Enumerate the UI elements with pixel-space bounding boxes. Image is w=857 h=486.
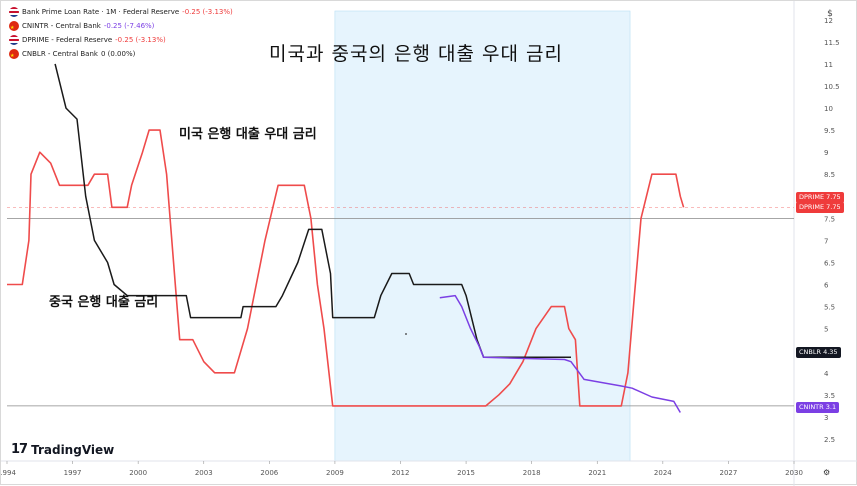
us-flag-icon — [9, 35, 19, 45]
y-tick-label: 7.5 — [824, 215, 835, 223]
legend-change: -0.25 (-7.46%) — [103, 22, 155, 30]
y-tick-label: 11.5 — [824, 39, 840, 47]
price-badge: CNINTR 3.1 — [796, 402, 840, 413]
x-tick-label: 2012 — [392, 469, 410, 477]
price-badge: DPRIME 7.75 — [796, 202, 844, 213]
x-tick-label: 1994 — [1, 469, 16, 477]
y-tick-label: 9 — [824, 149, 828, 157]
x-tick-label: 2015 — [457, 469, 475, 477]
legend-change: -0.25 (-3.13%) — [182, 8, 233, 16]
legend: Bank Prime Loan Rate · 1M · Federal Rese… — [9, 5, 233, 63]
x-tick-label: 2006 — [260, 469, 278, 477]
tradingview-logo: 17 TradingView — [11, 442, 114, 457]
y-tick-label: 2.5 — [824, 436, 835, 444]
currency-scale-button[interactable]: $ — [827, 9, 833, 19]
settings-gear-icon[interactable]: ⚙ — [823, 468, 831, 477]
legend-item[interactable]: DPRIME - Federal Reserve -0.25 (-3.13%) — [9, 33, 233, 47]
brand-name: TradingView — [31, 442, 115, 457]
legend-label: Bank Prime Loan Rate · 1M · Federal Rese… — [22, 8, 180, 16]
x-tick-label: 2018 — [523, 469, 541, 477]
y-tick-label: 10.5 — [824, 83, 840, 91]
x-tick-label: 2030 — [785, 469, 803, 477]
series-line-cnblr — [54, 63, 571, 359]
x-tick-label: 2009 — [326, 469, 344, 477]
price-badge: CNBLR 4.35 — [796, 347, 841, 358]
legend-label: DPRIME - Federal Reserve — [22, 36, 113, 44]
y-tick-label: 5 — [824, 326, 828, 334]
y-tick-label: 3 — [824, 414, 828, 422]
y-tick-label: 4 — [824, 370, 829, 378]
price-badge: DPRIME 7.75 — [796, 192, 844, 203]
china-flag-icon — [9, 49, 19, 63]
y-tick-label: 10 — [824, 105, 833, 113]
us-flag-icon — [9, 7, 19, 17]
x-tick-label: 2027 — [720, 469, 738, 477]
series-line-us — [7, 129, 685, 407]
legend-label: CNBLR - Central Bank — [22, 50, 98, 58]
annotation-us: 미국 은행 대출 우대 금리 — [179, 127, 317, 142]
legend-change: -0.25 (-3.13%) — [115, 36, 166, 44]
legend-change: 0 (0.00%) — [100, 50, 136, 58]
legend-item[interactable]: Bank Prime Loan Rate · 1M · Federal Rese… — [9, 5, 233, 19]
x-tick-label: 2024 — [654, 469, 672, 477]
x-tick-label: 2003 — [195, 469, 213, 477]
x-tick-label: 2021 — [588, 469, 606, 477]
y-tick-label: 6 — [824, 282, 829, 290]
x-tick-label: 2000 — [129, 469, 147, 477]
legend-label: CNINTR - Central Bank — [22, 22, 101, 30]
y-tick-label: 12 — [824, 17, 833, 25]
y-tick-label: 9.5 — [824, 127, 835, 135]
y-tick-label: 11 — [824, 61, 833, 69]
shaded-region — [334, 10, 631, 462]
y-tick-label: 7 — [824, 237, 828, 245]
x-tick-label: 1997 — [64, 469, 82, 477]
chart-title: 미국과 중국의 은행 대출 우대 금리 — [269, 43, 563, 65]
y-tick-label: 3.5 — [824, 392, 835, 400]
series-line-cnintr — [439, 294, 681, 413]
china-flag-icon — [9, 21, 19, 35]
y-tick-label: 6.5 — [824, 259, 835, 267]
annotation-cn: 중국 은행 대출 금리 — [49, 295, 159, 310]
legend-item[interactable]: CNBLR - Central Bank 0 (0.00%) — [9, 47, 233, 63]
tradingview-mark-icon: 17 — [11, 442, 28, 457]
y-tick-label: 5.5 — [824, 304, 835, 312]
y-tick-label: 8.5 — [824, 171, 835, 179]
data-point — [405, 333, 407, 335]
legend-item[interactable]: CNINTR - Central Bank -0.25 (-7.46%) — [9, 19, 233, 35]
